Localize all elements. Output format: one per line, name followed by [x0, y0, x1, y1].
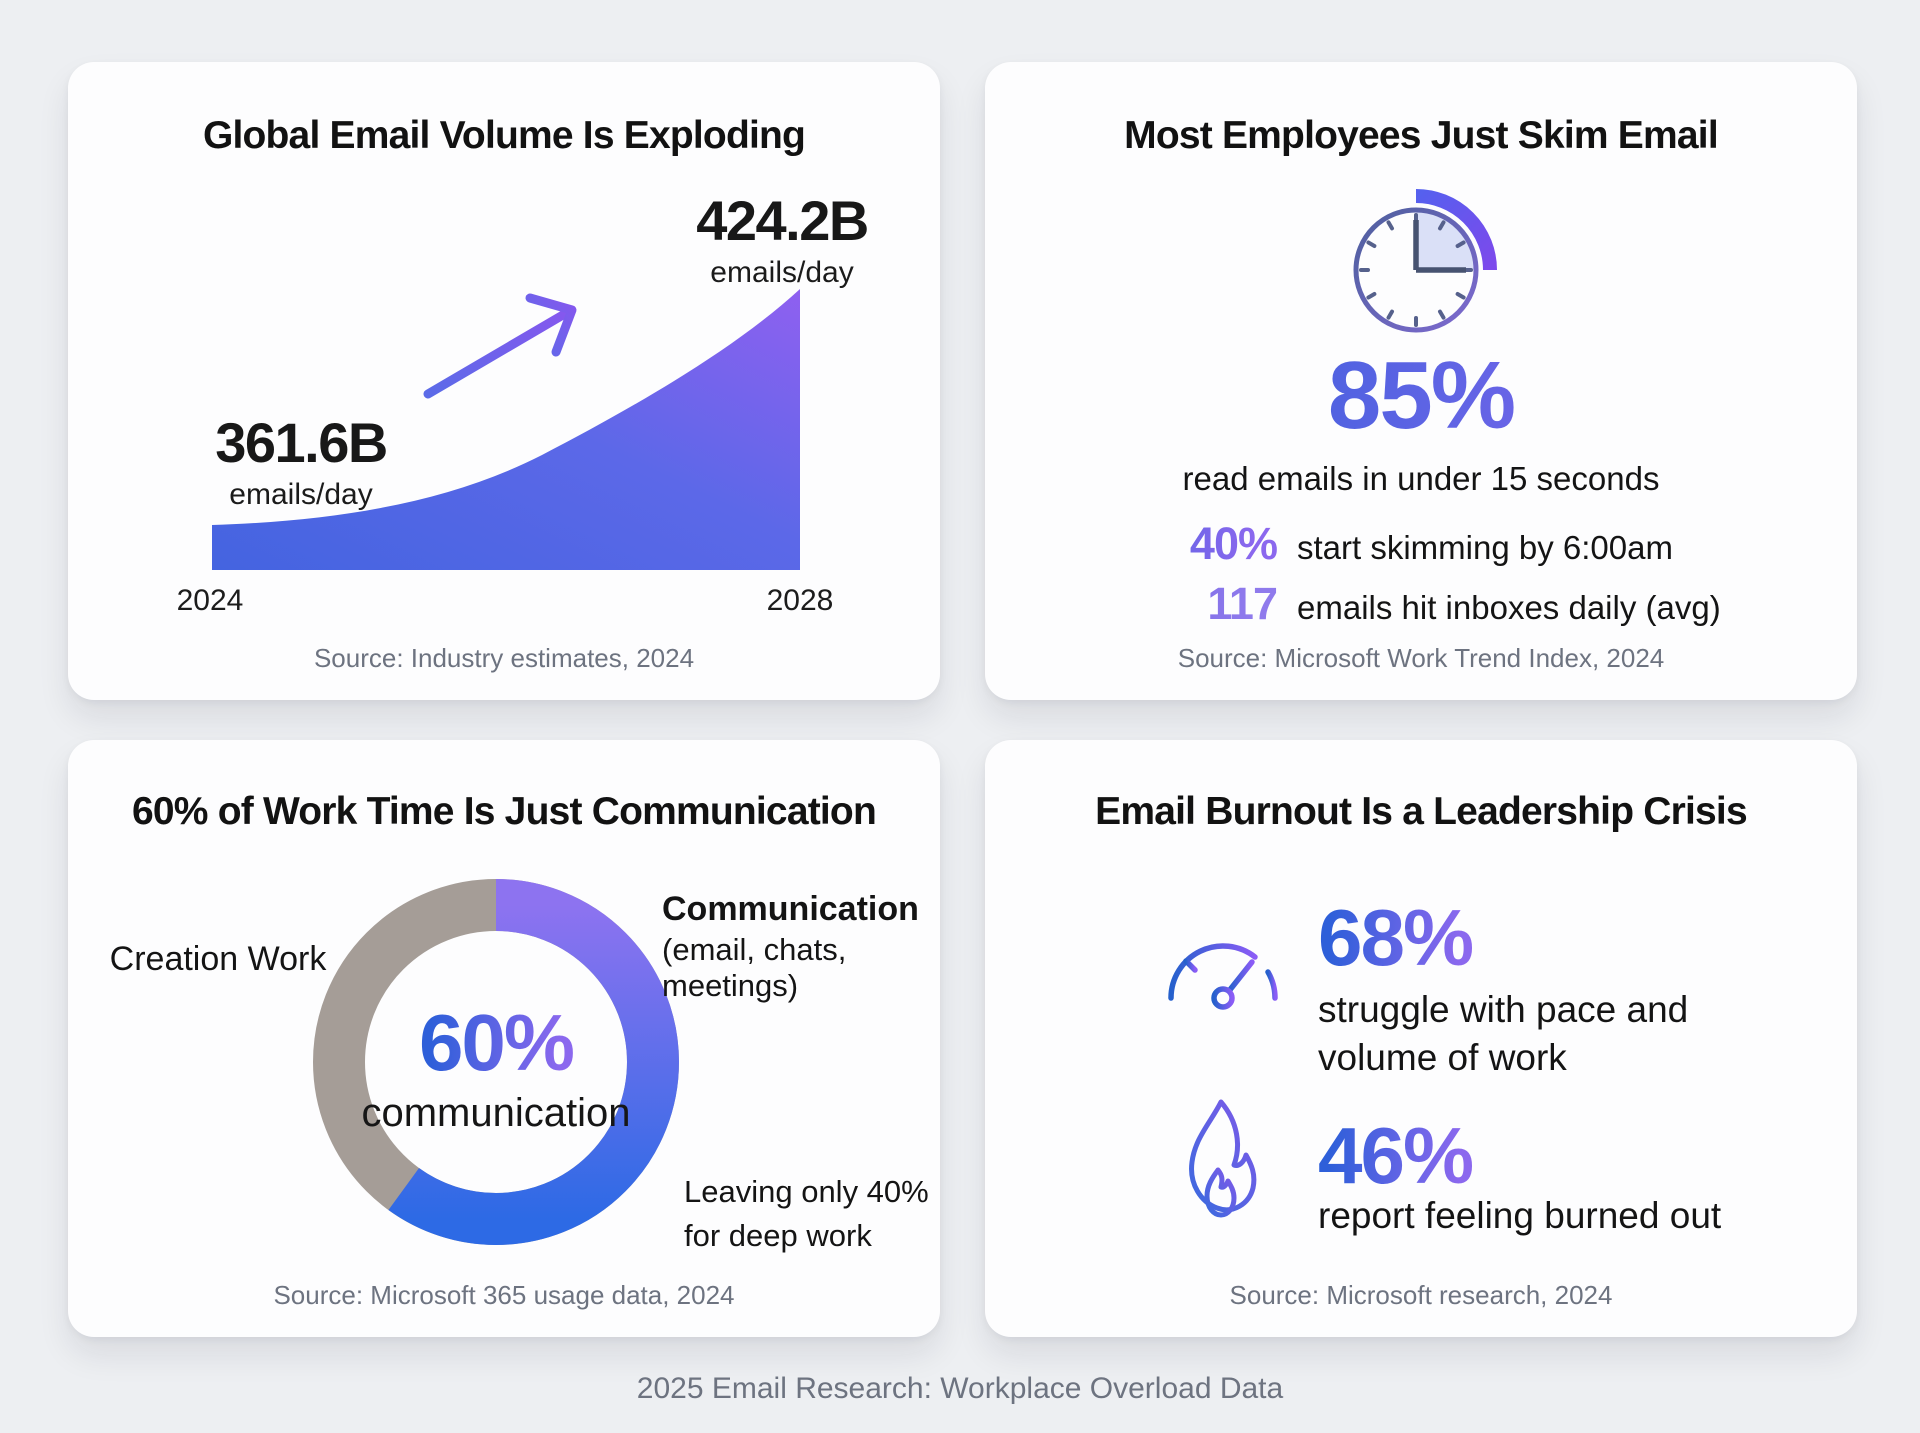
caption-line1: struggle with pace and	[1318, 989, 1689, 1030]
caption-line1: report feeling burned out	[1318, 1195, 1722, 1236]
x-axis-label-start: 2024	[176, 584, 244, 617]
start-unit: emails/day	[229, 478, 373, 511]
card-communication-time: 60% of Work Time Is Just Communication 6…	[68, 740, 940, 1337]
headline-caption: read emails in under 15 seconds	[1182, 460, 1660, 497]
card-email-burnout: Email Burnout Is a Leadership Crisis 68%	[985, 740, 1857, 1337]
source-note: Source: Microsoft 365 usage data, 2024	[273, 1280, 735, 1310]
source-note: Source: Microsoft research, 2024	[1229, 1280, 1613, 1310]
deep-work-note-line2: for deep work	[684, 1218, 872, 1254]
caption-line2: volume of work	[1318, 1037, 1567, 1079]
clock-icon	[1353, 189, 1497, 333]
segment-label-communication: Communication (email, chats, meetings)	[662, 890, 940, 1004]
growth-arrow-icon	[423, 293, 577, 399]
stat-value: 40%	[985, 518, 1278, 570]
end-stat: 424.2B emails/day	[622, 188, 942, 290]
card-skim-email: Most Employees Just Skim Email	[985, 62, 1857, 700]
source-note: Source: Microsoft Work Trend Index, 2024	[1177, 643, 1665, 673]
card-title: Most Employees Just Skim Email	[1124, 114, 1719, 157]
x-axis-label-end: 2028	[766, 584, 834, 617]
end-value: 424.2B	[696, 189, 869, 252]
segment-label-title: Communication	[662, 890, 919, 928]
deep-work-note-line1: Leaving only 40%	[684, 1174, 929, 1209]
segment-label-sub: (email, chats, meetings)	[662, 932, 847, 1003]
burnout-stat-value: 68%	[1318, 893, 1474, 982]
segment-label-creation-work: Creation Work	[109, 940, 327, 978]
gauge-icon	[1168, 943, 1278, 1010]
page-footer: 2025 Email Research: Workplace Overload …	[636, 1372, 1284, 1405]
card-email-volume: Global Email Volume Is Exploding 424.2B …	[68, 62, 940, 700]
stat-label: emails hit inboxes daily (avg)	[1297, 588, 1721, 626]
end-unit: emails/day	[710, 256, 854, 289]
donut-chart	[313, 879, 679, 1245]
stat-row: 117 emails hit inboxes daily (avg)	[985, 578, 1857, 630]
source-note: Source: Industry estimates, 2024	[313, 643, 695, 673]
card-title: Email Burnout Is a Leadership Crisis	[1095, 790, 1748, 833]
stat-value: 117	[985, 578, 1278, 630]
stat-label: start skimming by 6:00am	[1297, 529, 1673, 566]
flame-icon	[1189, 1099, 1257, 1218]
card-title: 60% of Work Time Is Just Communication	[132, 790, 877, 833]
burnout-stat-caption: struggle with pace and volume of work	[1318, 986, 1688, 1082]
start-value: 361.6B	[215, 411, 388, 474]
start-stat: 361.6B emails/day	[141, 410, 461, 512]
stat-row: 40% start skimming by 6:00am	[985, 518, 1857, 570]
deep-work-note: Leaving only 40% for deep work	[684, 1170, 929, 1258]
headline-percentage: 85%	[985, 348, 1857, 444]
burnout-stat-value: 46%	[1318, 1111, 1474, 1200]
donut-percentage: 60%	[418, 997, 575, 1087]
card-title: Global Email Volume Is Exploding	[202, 114, 806, 157]
stat-list: 40% start skimming by 6:00am 117 emails …	[985, 518, 1857, 630]
donut-center-label: 60% communication	[298, 864, 694, 1260]
area-chart	[212, 289, 800, 570]
burnout-stat-caption: report feeling burned out	[1318, 1192, 1721, 1240]
donut-caption: communication	[361, 1090, 631, 1135]
